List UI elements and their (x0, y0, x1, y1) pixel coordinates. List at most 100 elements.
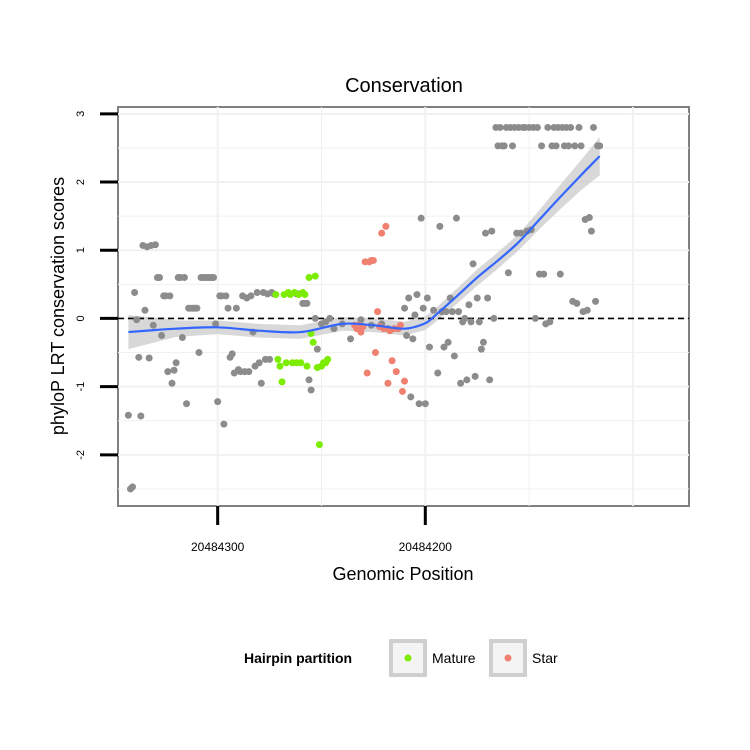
data-point-other (477, 345, 485, 353)
y-axis: -2 -1 0 1 2 3 (75, 111, 118, 460)
data-point-other (415, 400, 423, 408)
data-point-other (222, 292, 230, 300)
data-point-mature (303, 362, 311, 370)
legend-swatch-mature (404, 654, 412, 662)
data-point-star (371, 349, 379, 357)
data-point-other (442, 308, 450, 316)
data-point-other (214, 398, 222, 406)
data-point-other (303, 299, 311, 307)
data-point-other (131, 289, 139, 297)
data-point-other (228, 350, 236, 358)
data-point-other (129, 483, 137, 491)
data-point-other (401, 304, 409, 312)
data-point-other (137, 412, 145, 420)
data-point-other (423, 294, 431, 302)
data-point-other (475, 318, 483, 326)
data-point-other (168, 379, 176, 387)
data-point-other (413, 291, 421, 299)
data-point-star (398, 387, 406, 395)
data-point-star (401, 377, 409, 385)
data-point-other (552, 142, 560, 150)
data-point-other (180, 274, 188, 282)
data-point-star (382, 222, 390, 230)
legend-swatch-star (504, 654, 512, 662)
data-point-other (496, 123, 504, 131)
data-point-other (509, 142, 517, 150)
data-point-other (565, 142, 573, 150)
data-point-other (434, 369, 442, 377)
data-point-other (455, 308, 463, 316)
y-axis-title: phyloP LRT conservation scores (48, 177, 68, 435)
x-axis: 20484300 20484200 (191, 506, 452, 554)
data-point-other (149, 321, 157, 329)
data-point-other (183, 400, 191, 408)
data-point-other (490, 314, 498, 322)
y-tick-label: 2 (75, 179, 87, 185)
legend-title: Hairpin partition (244, 650, 352, 666)
data-point-other (170, 366, 178, 374)
data-point-other (419, 304, 427, 312)
data-point-star (374, 308, 382, 316)
data-point-other (124, 411, 132, 419)
data-point-star (357, 328, 365, 336)
legend-label-mature: Mature (432, 650, 476, 666)
data-point-other (224, 304, 232, 312)
data-point-mature (274, 355, 282, 363)
data-point-other (417, 214, 425, 222)
legend-key-star (489, 639, 527, 677)
data-point-other (531, 314, 539, 322)
data-point-other (583, 306, 591, 314)
data-point-other (178, 334, 186, 342)
data-point-star (363, 369, 371, 377)
data-point-other (347, 335, 355, 343)
data-point-mature (276, 362, 284, 370)
data-point-other (504, 269, 512, 277)
data-point-star (388, 357, 396, 365)
data-point-other (305, 376, 313, 384)
data-point-other (151, 241, 159, 249)
data-point-other (575, 123, 583, 131)
data-point-mature (297, 359, 305, 367)
data-point-star (378, 229, 386, 237)
data-point-other (409, 335, 417, 343)
data-point-other (326, 314, 334, 322)
data-point-other (457, 379, 465, 387)
data-point-other (403, 331, 411, 339)
data-point-star (392, 368, 400, 376)
data-point-other (440, 343, 448, 351)
data-point-other (164, 368, 172, 376)
data-point-other (585, 213, 593, 221)
data-point-other (135, 353, 143, 361)
legend-key-mature (389, 639, 427, 677)
x-axis-title: Genomic Position (332, 564, 473, 584)
smooth-curve (128, 155, 601, 334)
data-point-other (465, 301, 473, 309)
data-point-other (195, 349, 203, 357)
data-point-other (158, 331, 166, 339)
y-tick-label: 3 (75, 111, 87, 117)
y-tick-label: -2 (75, 450, 87, 460)
data-point-other (430, 306, 438, 314)
x-tick-label: 20484300 (191, 540, 245, 554)
smooth-curve-layer (128, 155, 601, 334)
data-point-other (500, 142, 508, 150)
data-point-other (357, 316, 365, 324)
data-point-other (479, 338, 487, 346)
data-point-other (567, 123, 575, 131)
data-point-other (266, 355, 274, 363)
data-point-mature (282, 359, 290, 367)
data-point-mature (315, 441, 323, 449)
data-point-other (486, 376, 494, 384)
data-point-other (544, 123, 552, 131)
data-point-other (587, 227, 595, 235)
data-point-other (589, 123, 597, 131)
data-point-other (253, 289, 261, 297)
data-point-other (313, 345, 321, 353)
data-point-mature (278, 378, 286, 386)
data-point-other (546, 318, 554, 326)
data-point-other (571, 142, 579, 150)
data-point-mature (272, 291, 280, 299)
data-point-other (573, 299, 581, 307)
data-point-other (425, 343, 433, 351)
